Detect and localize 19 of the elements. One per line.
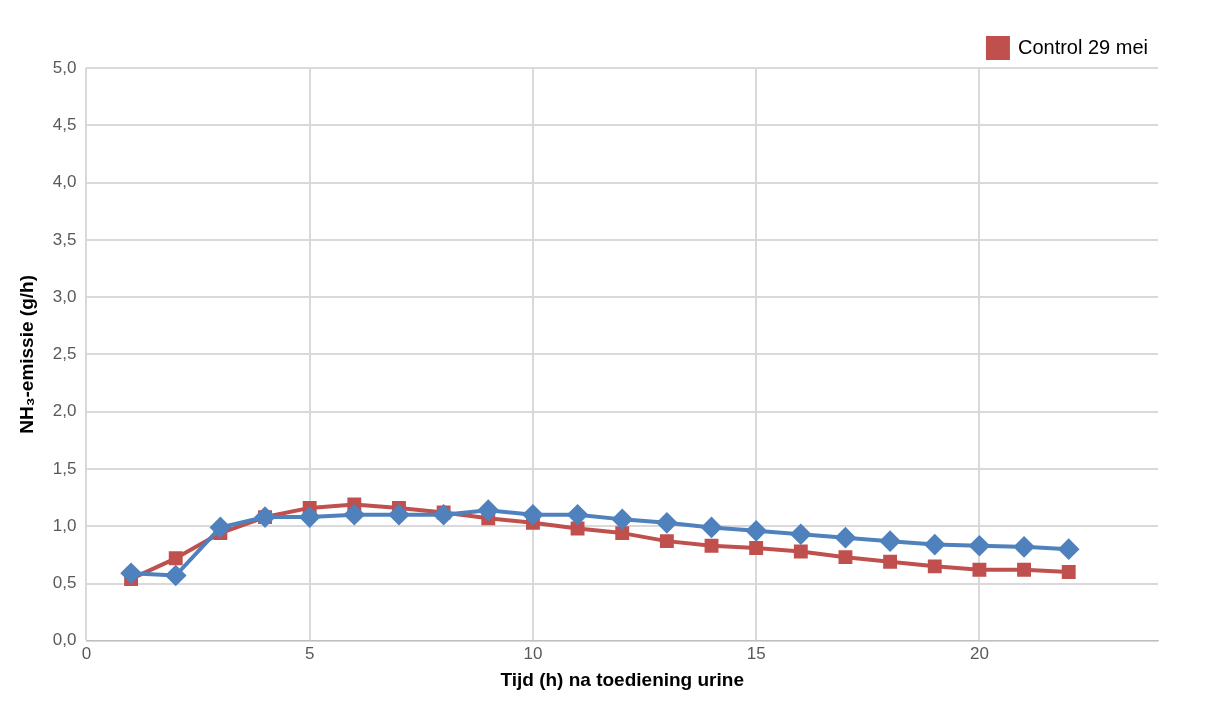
y-tick-label: 2,0: [52, 401, 77, 421]
legend-label: Control 29 mei: [1017, 35, 1148, 58]
x-tick-label: 10: [523, 643, 543, 663]
y-tick-label: 3,0: [52, 286, 77, 306]
y-axis-title: NH₃-emissie (g/h): [15, 275, 37, 434]
y-tick-label: 0,5: [52, 573, 77, 593]
y-tick-label: 3,5: [52, 229, 77, 249]
y-tick-label: 0,0: [52, 630, 77, 650]
y-tick-label: 2,5: [52, 344, 77, 364]
y-tick-label: 1,0: [52, 515, 77, 535]
y-tick-label: 5,0: [52, 57, 77, 77]
y-tick-label: 4,0: [52, 172, 77, 192]
x-tick-label: 0: [81, 643, 92, 663]
x-tick-label: 20: [969, 643, 989, 663]
y-tick-label: 1,5: [52, 458, 77, 478]
x-axis-title: Tijd (h) na toediening urine: [500, 668, 744, 690]
y-tick-label: 4,5: [52, 114, 77, 134]
x-tick-label: 15: [746, 643, 766, 663]
x-tick-label: 5: [304, 643, 315, 663]
